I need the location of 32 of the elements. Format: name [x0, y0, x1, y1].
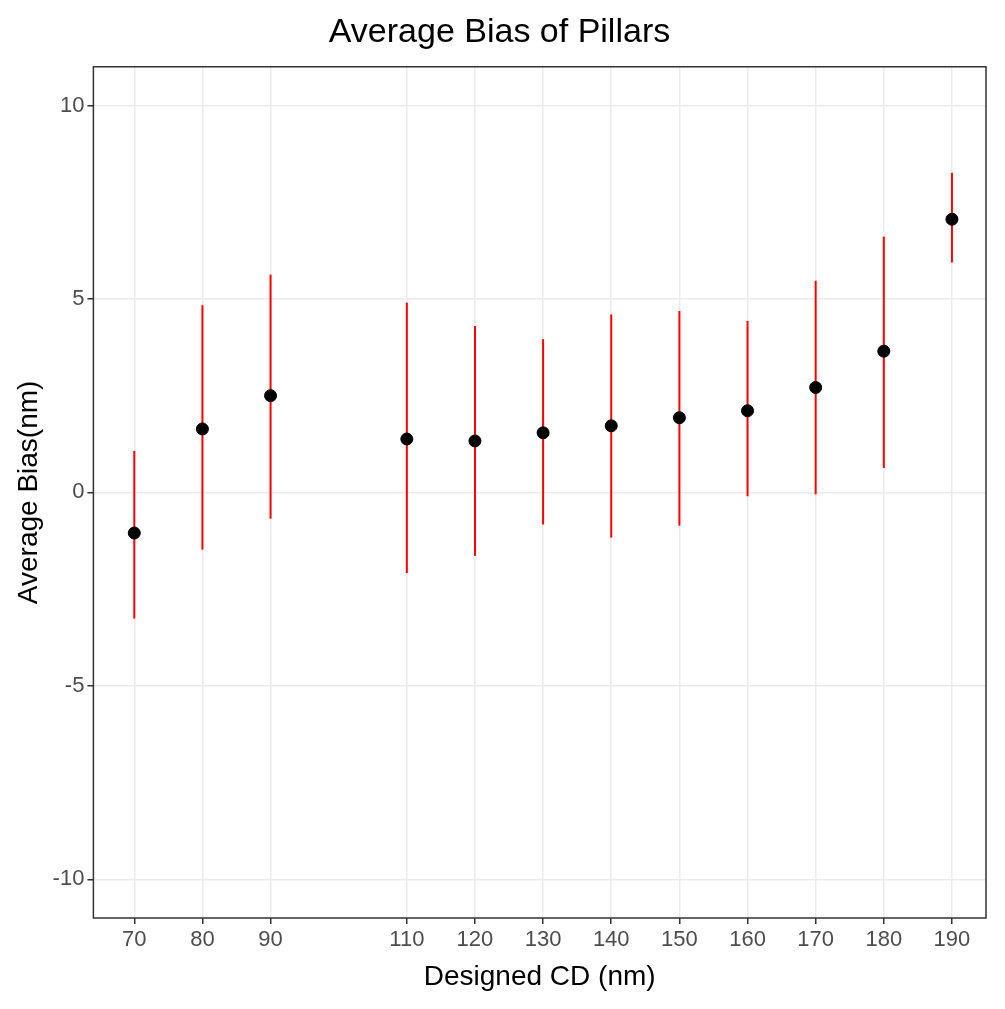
x-tick-label: 70	[122, 926, 147, 952]
point	[127, 526, 141, 540]
y-tick-label: -5	[64, 671, 85, 697]
point	[741, 404, 755, 418]
point	[264, 389, 278, 403]
point	[809, 381, 823, 395]
point	[468, 434, 482, 448]
y-tick-label: 0	[72, 478, 85, 504]
point	[672, 411, 686, 425]
y-tick-label: 10	[59, 91, 85, 117]
chart-title: Average Bias of Pillars	[328, 10, 671, 49]
x-tick-label: 80	[190, 926, 215, 952]
x-axis-title: Designed CD (nm)	[423, 959, 656, 991]
x-tick-label: 160	[729, 926, 766, 952]
y-tick-label: -10	[52, 865, 85, 891]
point	[877, 344, 891, 358]
x-tick-label: 110	[389, 926, 425, 952]
x-tick-label: 140	[592, 926, 630, 952]
y-tick-label: 5	[72, 285, 85, 311]
point	[945, 212, 959, 226]
x-tick-label: 130	[524, 926, 562, 952]
x-tick-label: 190	[933, 926, 971, 952]
point	[604, 419, 618, 433]
x-tick-label: 150	[661, 926, 698, 952]
x-tick-label: 180	[865, 926, 903, 952]
point	[536, 426, 550, 440]
point	[195, 422, 209, 436]
x-tick-label: 90	[258, 926, 283, 952]
point	[400, 432, 414, 446]
x-tick-label: 170	[797, 926, 835, 952]
x-tick-label: 120	[456, 926, 494, 952]
y-axis-title: Average Bias(nm)	[11, 380, 43, 605]
